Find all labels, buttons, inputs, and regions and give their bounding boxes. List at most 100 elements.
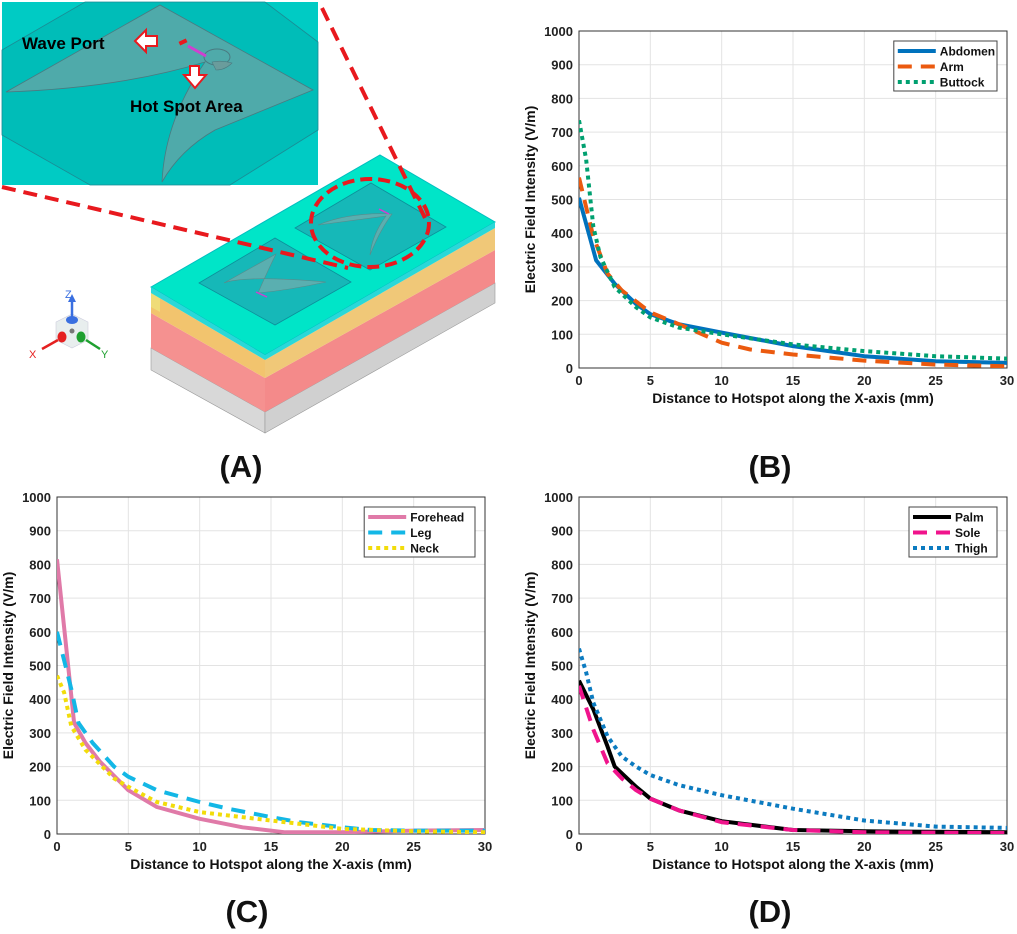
y-tick-label: 500: [29, 659, 51, 674]
y-tick-label: 700: [29, 591, 51, 606]
y-tick-label: 200: [551, 760, 573, 775]
y-tick-label: 1000: [22, 490, 51, 505]
feed-left: [255, 291, 268, 298]
y-tick-label: 0: [566, 827, 573, 842]
y-tick-label: 600: [551, 159, 573, 174]
series-line-thigh: [579, 648, 1007, 830]
x-tick-label: 10: [714, 839, 728, 854]
x-tick-label: 0: [575, 373, 582, 388]
gray-layer-right: [264, 282, 496, 434]
y-tick-label: 400: [551, 226, 573, 241]
zoom-inset: [1, 1, 319, 186]
x-axis-title: Distance to Hotspot along the X-axis (mm…: [130, 856, 412, 872]
wave-port-label: Wave Port: [22, 34, 105, 53]
legend-label: Palm: [955, 511, 984, 525]
red-layer-left: [151, 313, 265, 412]
hot-spot-arrow-icon: [181, 65, 209, 90]
antenna-right: [317, 213, 393, 256]
y-axis-title: Electric Field Intensity (V/m): [522, 106, 538, 294]
y-tick-label: 300: [551, 260, 573, 275]
legend-label: Buttock: [940, 76, 985, 90]
y-tick-label: 0: [566, 361, 573, 376]
wave-port-arrow-icon: [133, 27, 158, 55]
y-tick-label: 100: [551, 793, 573, 808]
y-axis-title: Electric Field Intensity (V/m): [522, 572, 538, 760]
patch-right: [294, 182, 447, 271]
y-tick-label: 600: [29, 625, 51, 640]
series-line-buttock: [579, 119, 1007, 361]
hotspot-callout-circle: [309, 177, 431, 269]
x-axis-title: Distance to Hotspot along the X-axis (mm…: [652, 856, 934, 872]
y-tick-label: 500: [551, 193, 573, 208]
series-line-arm: [579, 177, 1007, 368]
y-tick-label: 200: [551, 294, 573, 309]
panel-label-c: (C): [225, 894, 269, 929]
yellow-layer-right: [265, 228, 495, 378]
y-tick-label: 800: [29, 557, 51, 572]
x-tick-label: 30: [478, 839, 492, 854]
y-tick-label: 600: [551, 625, 573, 640]
x-tick-label: 10: [192, 839, 206, 854]
legend-label: Sole: [955, 526, 981, 540]
x-tick-label: 0: [53, 839, 60, 854]
callout-line-bottom: [1, 185, 349, 270]
chart-b: 0 5 10 15 20 25 300100200300400500600700800900…: [522, 24, 1014, 406]
yellow-layer-left: [151, 293, 265, 378]
y-tick-label: 700: [551, 125, 573, 140]
antenna-left: [223, 253, 327, 294]
y-axis-label: Y: [101, 349, 109, 361]
x-tick-label: 30: [1000, 839, 1014, 854]
phantom-block: [150, 154, 496, 434]
x-axis-label: X: [29, 349, 37, 361]
x-tick-label: 30: [1000, 373, 1014, 388]
y-tick-label: 100: [29, 793, 51, 808]
plot-frame: [56, 496, 486, 835]
legend-label: Leg: [410, 526, 431, 540]
y-tick-label: 300: [551, 726, 573, 741]
y-tick-label: 100: [551, 327, 573, 342]
series-line-neck: [57, 674, 485, 834]
x-tick-label: 20: [857, 839, 871, 854]
legend-label: Arm: [940, 60, 964, 74]
series-line-forehead: [57, 559, 485, 834]
y-tick-label: 900: [29, 524, 51, 539]
x-tick-label: 15: [786, 373, 800, 388]
x-tick-label: 0: [575, 839, 582, 854]
y-tick-label: 800: [551, 91, 573, 106]
panel-label-d: (D): [748, 894, 792, 929]
x-tick-label: 5: [647, 373, 654, 388]
chart-c: 0 5 10 15 20 25 300100200300400500600700800900…: [0, 490, 492, 872]
y-tick-label: 1000: [544, 490, 573, 505]
panel-label-b: (B): [748, 449, 792, 484]
legend-label: Forehead: [410, 511, 464, 525]
x-tick-label: 25: [406, 839, 420, 854]
x-tick-label: 15: [786, 839, 800, 854]
y-tick-label: 400: [551, 692, 573, 707]
chart-d: 0 5 10 15 20 25 300100200300400500600700800900…: [522, 490, 1014, 872]
x-tick-label: 20: [857, 373, 871, 388]
red-layer-right: [265, 250, 495, 412]
series-line-leg: [57, 631, 485, 833]
hot-spot-label: Hot Spot Area: [130, 97, 243, 116]
legend-label: Neck: [410, 542, 439, 556]
legend-label: Thigh: [955, 542, 988, 556]
x-axis-title: Distance to Hotspot along the X-axis (mm…: [652, 390, 934, 406]
axis-triad: Z X Y: [29, 289, 109, 361]
x-tick-label: 15: [264, 839, 278, 854]
legend-label: Abdomen: [940, 45, 995, 59]
y-tick-label: 0: [44, 827, 51, 842]
y-tick-label: 700: [551, 591, 573, 606]
x-tick-label: 25: [928, 839, 942, 854]
y-tick-label: 1000: [544, 24, 573, 39]
y-tick-label: 900: [551, 524, 573, 539]
feed-right: [378, 208, 390, 215]
callout-line-top: [320, 7, 427, 219]
y-tick-label: 300: [29, 726, 51, 741]
z-axis-label: Z: [65, 289, 72, 301]
y-tick-label: 400: [29, 692, 51, 707]
y-tick-label: 200: [29, 760, 51, 775]
